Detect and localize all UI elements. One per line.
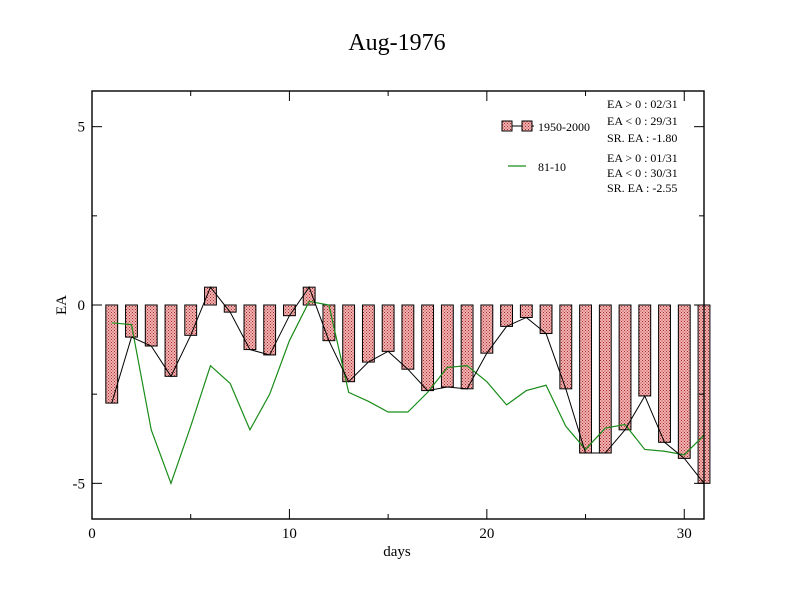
stat-81-10-positive: EA > 0 : 01/31 [607, 151, 678, 165]
bar-day-22 [519, 304, 533, 318]
line-81-10 [111, 300, 705, 486]
legend-entry-81-10: 81-10 [508, 160, 566, 174]
bar-day-13 [342, 304, 356, 383]
legend-entry-1950-2000: 1950-2000 [501, 120, 590, 134]
bar-day-4 [164, 304, 178, 377]
stat-81-10-sum: SR. EA : -2.55 [607, 181, 677, 195]
y-axis-label: EA [54, 295, 70, 315]
bar-day-29 [658, 304, 671, 443]
bar-day-23 [539, 304, 553, 335]
x-axis-label: days [383, 544, 411, 560]
y-tick-label: 5 [78, 120, 86, 136]
legend: 1950-2000 81-10 EA > 0 : 02/31 EA < 0 : … [501, 97, 678, 195]
bar-day-16 [401, 304, 415, 370]
line-1950-2000 [111, 286, 705, 484]
y-tick-label: 0 [78, 298, 86, 314]
chart-title: Aug-1976 [348, 30, 445, 56]
ticks-layer: 0 10 20 30 -5 0 5 [73, 91, 704, 542]
stat-81-10-negative: EA < 0 : 30/31 [607, 166, 678, 180]
legend-swatch-1950-2000-right [521, 120, 533, 132]
x-tick-label: 30 [677, 526, 692, 542]
bar-day-8 [243, 304, 257, 351]
x-tick-label: 20 [479, 526, 494, 542]
bar-day-7 [223, 304, 237, 313]
bar-day-26 [598, 304, 612, 454]
legend-swatch-1950-2000-left [501, 120, 513, 132]
legend-label-1950-2000: 1950-2000 [538, 120, 590, 134]
lines-layer [111, 286, 705, 486]
bar-day-21 [500, 304, 514, 327]
bar-day-5 [184, 304, 198, 336]
stat-1950-2000-negative: EA < 0 : 29/31 [607, 114, 678, 128]
bar-day-30 [677, 304, 691, 459]
bar-day-15 [381, 304, 395, 352]
bar-day-28 [638, 304, 652, 397]
bar-day-20 [480, 304, 494, 354]
bar-day-2 [125, 304, 138, 338]
bar-day-25 [579, 304, 592, 454]
bar-day-18 [440, 304, 454, 388]
y-tick-label: -5 [73, 476, 86, 492]
bar-day-19 [460, 304, 474, 390]
bar-day-17 [421, 304, 435, 392]
bars-layer [105, 286, 711, 484]
bar-day-14 [361, 304, 375, 363]
x-tick-label: 0 [88, 526, 96, 542]
bar-day-27 [618, 304, 632, 431]
legend-label-81-10: 81-10 [538, 160, 566, 174]
x-tick-label: 10 [282, 526, 297, 542]
bar-day-3 [144, 304, 158, 347]
stat-1950-2000-positive: EA > 0 : 02/31 [607, 97, 678, 111]
stat-1950-2000-sum: SR. EA : -1.80 [607, 131, 677, 145]
